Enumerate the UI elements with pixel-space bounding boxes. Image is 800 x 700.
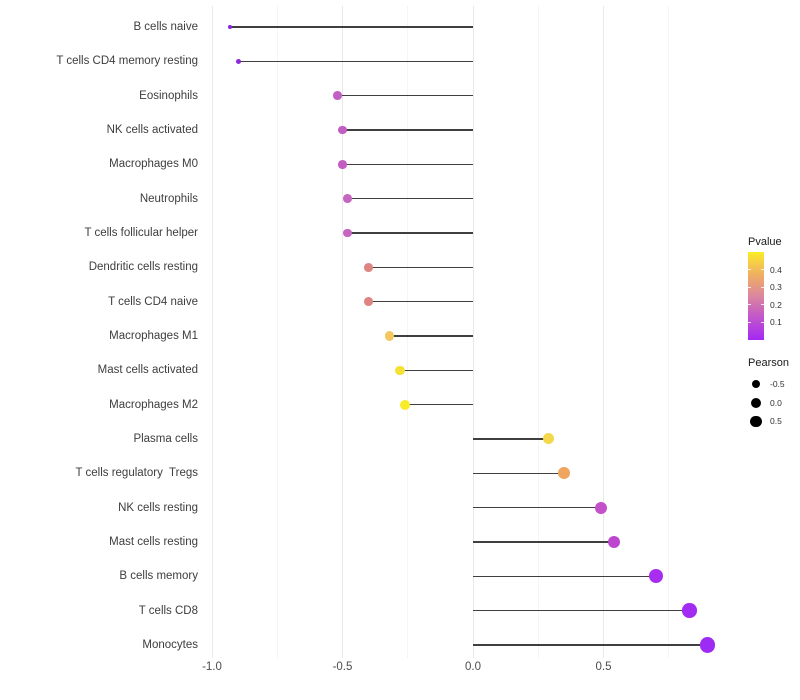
lollipop-segment — [342, 163, 473, 165]
lollipop-dot — [228, 24, 233, 30]
pvalue-tick-mark — [761, 321, 764, 323]
lollipop-segment — [399, 369, 473, 371]
y-axis-label: T cells CD4 memory resting — [56, 55, 198, 68]
grid-line-minor — [537, 6, 539, 658]
y-axis-label: T cells CD8 — [138, 604, 198, 617]
pearson-size-label: 0.5 — [770, 416, 782, 427]
pvalue-tick-mark — [761, 286, 764, 288]
y-axis-label: Monocytes — [142, 638, 198, 651]
pvalue-colorbar — [748, 252, 764, 340]
pvalue-tick-label: 0.3 — [770, 282, 782, 293]
lollipop-segment — [473, 644, 708, 646]
grid-line-major — [342, 6, 343, 658]
pvalue-tick-mark — [748, 286, 751, 288]
lollipop-segment — [473, 506, 601, 509]
lollipop-segment — [230, 26, 473, 28]
pearson-size-dot — [751, 379, 761, 389]
lollipop-dot — [338, 125, 347, 135]
y-axis-label: Plasma cells — [133, 432, 198, 445]
lollipop-segment — [238, 60, 473, 63]
y-axis-label: Macrophages M2 — [109, 398, 198, 411]
x-tick-label: 0.5 — [595, 661, 612, 673]
lollipop-dot — [400, 399, 411, 410]
pvalue-tick-label: 0.4 — [770, 264, 782, 275]
lollipop-segment — [389, 335, 473, 337]
grid-line-minor — [668, 6, 670, 658]
lollipop-segment — [368, 266, 473, 268]
y-axis-label: B cells naive — [133, 21, 198, 33]
pvalue-tick-mark — [748, 304, 751, 306]
grid-line-minor — [407, 6, 409, 658]
lollipop-segment — [405, 403, 473, 406]
lollipop-dot — [682, 603, 697, 618]
grid-line-major — [211, 6, 213, 658]
pvalue-tick-mark — [761, 304, 764, 306]
grid-line-major — [472, 6, 474, 658]
lollipop-dot — [395, 365, 405, 376]
y-axis-label: Neutrophils — [139, 192, 198, 205]
y-axis-label: B cells memory — [119, 570, 198, 583]
pearson-size-dot — [750, 415, 762, 428]
y-axis-label: T cells regulatory Tregs — [75, 467, 198, 480]
y-axis-label: Macrophages M0 — [109, 158, 198, 171]
lollipop-segment — [368, 300, 473, 303]
x-tick-label: -0.5 — [332, 661, 353, 673]
pvalue-tick-mark — [748, 269, 751, 271]
lollipop-dot — [338, 160, 347, 169]
lollipop-dot — [648, 569, 663, 584]
lollipop-segment — [347, 232, 473, 234]
lollipop-dot — [607, 535, 621, 549]
pearson-size-dot — [751, 397, 761, 408]
grid-line-minor — [276, 6, 278, 658]
y-axis-label: T cells CD4 naive — [108, 295, 198, 308]
lollipop-dot — [700, 637, 716, 653]
lollipop-segment — [473, 575, 656, 577]
x-tick-label: 0.0 — [465, 661, 481, 673]
lollipop-dot — [558, 467, 571, 480]
y-axis-label: NK cells resting — [118, 501, 198, 514]
lollipop-segment — [337, 94, 473, 97]
lollipop-dot — [364, 263, 373, 272]
pvalue-tick-mark — [748, 321, 751, 323]
y-axis-label: T cells follicular helper — [84, 226, 198, 239]
lollipop-segment — [473, 609, 690, 612]
pearson-size-label: -0.5 — [770, 379, 785, 389]
lollipop-dot — [384, 331, 395, 341]
y-axis-label: Macrophages M1 — [109, 329, 198, 342]
lollipop-segment — [342, 129, 473, 131]
lollipop-segment — [473, 472, 565, 474]
lollipop-dot — [343, 194, 353, 204]
pvalue-legend-title: Pvalue — [748, 236, 782, 248]
y-axis-label: NK cells activated — [106, 123, 198, 136]
lollipop-dot — [543, 433, 555, 445]
pearson-size-label: 0.0 — [770, 397, 782, 408]
x-tick-label: -1.0 — [202, 661, 222, 673]
y-axis-label: Mast cells activated — [97, 364, 198, 377]
lollipop-dot — [343, 228, 353, 238]
grid-line-major — [603, 6, 604, 658]
pvalue-tick-label: 0.2 — [770, 299, 782, 310]
y-axis-label: Dendritic cells resting — [88, 261, 198, 274]
lollipop-dot — [594, 501, 607, 514]
lollipop-dot — [235, 58, 241, 64]
lollipop-segment — [347, 197, 473, 200]
y-axis-label: Mast cells resting — [109, 535, 198, 548]
lollipop-dot — [364, 297, 373, 306]
pearson-legend-title: Pearson — [748, 357, 789, 369]
y-axis-label: Eosinophils — [139, 89, 198, 102]
lollipop-segment — [473, 541, 614, 543]
pvalue-tick-mark — [761, 269, 764, 271]
pvalue-tick-label: 0.1 — [770, 317, 782, 328]
lollipop-dot — [332, 91, 342, 100]
lollipop-segment — [473, 438, 549, 440]
